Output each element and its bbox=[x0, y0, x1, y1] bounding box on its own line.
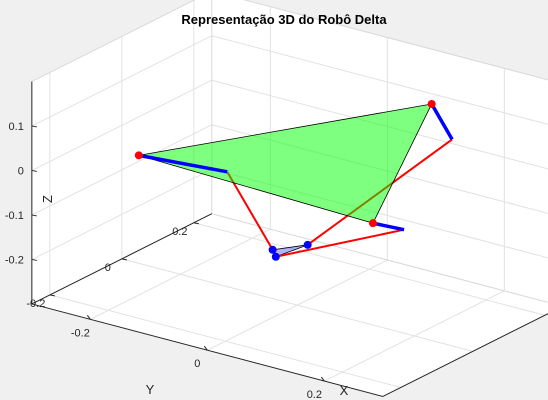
grid-line-z-wall bbox=[31, 124, 213, 216]
grid-line-y-floor bbox=[121, 258, 473, 352]
effector-joint-2 bbox=[271, 252, 280, 261]
upper-arm-2 bbox=[372, 221, 405, 232]
z-tick-label: 0 bbox=[18, 165, 24, 177]
y-tick-label: 0.2 bbox=[172, 226, 187, 238]
box-edge bbox=[243, 0, 548, 81]
lower-arm-3 bbox=[226, 171, 274, 251]
upper-arm-3 bbox=[138, 153, 228, 174]
x-axis-label: X bbox=[340, 383, 349, 398]
z-tick bbox=[31, 125, 37, 128]
grid-line-z-wall bbox=[31, 79, 213, 171]
x-tick bbox=[320, 376, 325, 382]
effector-joint-3 bbox=[303, 240, 312, 249]
base-joint-1 bbox=[427, 99, 436, 108]
grid-line-z-wall bbox=[31, 35, 213, 127]
box-edge bbox=[211, 213, 548, 303]
y-tick-label: -0.2 bbox=[26, 298, 45, 310]
z-tick-label: -0.1 bbox=[5, 210, 24, 222]
z-axis-label: Z bbox=[40, 195, 55, 203]
y-axis-label: Y bbox=[146, 382, 155, 397]
grid-line-z-back bbox=[211, 35, 548, 125]
z-tick bbox=[31, 169, 37, 172]
x-tick-label: -0.2 bbox=[71, 327, 90, 339]
base-platform bbox=[138, 103, 433, 224]
x-tick bbox=[203, 345, 208, 351]
grid-line-y-floor bbox=[193, 222, 545, 316]
z-tick-label: -0.2 bbox=[5, 254, 24, 266]
z-tick bbox=[31, 258, 37, 261]
floor-xy bbox=[31, 213, 548, 397]
base-joint-3 bbox=[134, 151, 143, 160]
y-axis-line bbox=[382, 313, 548, 397]
x-tick-label: 0.2 bbox=[307, 389, 322, 400]
x-tick bbox=[86, 315, 91, 320]
box-edge bbox=[31, 0, 196, 82]
y-tick bbox=[193, 222, 199, 225]
chart-title: Representação 3D do Robô Delta bbox=[181, 12, 387, 27]
effector-joint-1 bbox=[268, 245, 277, 254]
x-tick-label: 0 bbox=[194, 358, 200, 370]
grid-line-z-wall bbox=[31, 168, 213, 260]
z-tick-label: 0.1 bbox=[9, 121, 24, 133]
y-tick bbox=[121, 258, 127, 261]
grid-line-y-floor bbox=[49, 294, 401, 388]
y-tick bbox=[49, 294, 55, 297]
axis-ticks: -0.2 0 0.2 -0.2 -0.1 0 0.1 -0.2 0 0.2 bbox=[5, 121, 325, 400]
z-tick bbox=[31, 214, 37, 217]
robot-geometry bbox=[134, 99, 454, 261]
base-joint-2 bbox=[368, 219, 377, 228]
lower-arm-2 bbox=[275, 228, 405, 258]
upper-arm-1 bbox=[430, 103, 454, 141]
y-tick-label: 0 bbox=[105, 262, 111, 274]
